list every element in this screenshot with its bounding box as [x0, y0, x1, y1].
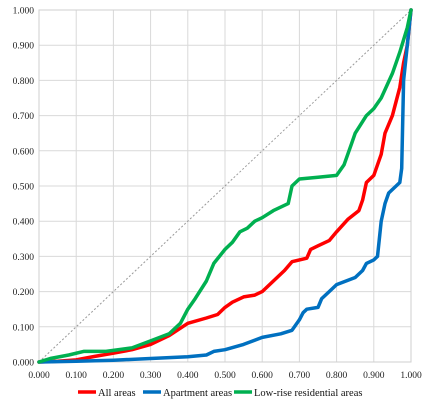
series-line-apartment-areas: [37, 8, 413, 364]
y-tick-label: 0.600: [13, 147, 35, 157]
x-tick-label: 0.400: [177, 371, 199, 381]
x-tick-label: 0.700: [289, 371, 311, 381]
y-tick-label: 0.100: [13, 323, 35, 333]
y-tick-label: 1.000: [13, 7, 35, 17]
y-tick-label: 0.400: [13, 218, 35, 228]
x-tick-label: 1.000: [400, 371, 422, 381]
y-tick-label: 0.500: [13, 183, 35, 193]
series-line-all-areas: [37, 8, 413, 364]
y-tick-label: 0.700: [13, 112, 35, 122]
equality-diagonal: [38, 9, 412, 363]
legend: All areas Apartment areas Low-rise resid…: [78, 388, 362, 399]
x-tick-label: 0.500: [214, 371, 236, 381]
x-tick-label: 0.600: [252, 371, 274, 381]
x-tick-label: 0.900: [363, 371, 385, 381]
x-tick-label: 0.800: [326, 371, 348, 381]
y-axis-tick-labels: 0.000 0.100 0.200 0.300 0.400 0.500 0.600 0.700…: [13, 7, 35, 369]
legend-label-low-rise-residential-areas: Low-rise residential areas: [254, 388, 362, 399]
plot-border: [38, 9, 412, 363]
y-tick-label: 0.800: [13, 77, 35, 87]
legend-label-all-areas: All areas: [98, 388, 136, 399]
x-tick-label: 0.100: [66, 371, 88, 381]
y-tick-label: 0.300: [13, 253, 35, 263]
x-tick-label: 0.300: [140, 371, 162, 381]
y-tick-label: 0.900: [13, 42, 35, 52]
series-line-low-rise-residential-areas: [37, 8, 413, 364]
x-tick-label: 0.000: [28, 371, 50, 381]
x-tick-label: 0.200: [103, 371, 125, 381]
y-tick-label: 0.200: [13, 288, 35, 298]
x-axis-tick-labels: 0.000 0.100 0.200 0.300 0.400 0.500 0.600 0.700…: [28, 371, 422, 381]
series-lines: [37, 8, 413, 364]
legend-label-apartment-areas: Apartment areas: [163, 388, 232, 399]
y-tick-label: 0.000: [13, 359, 35, 369]
